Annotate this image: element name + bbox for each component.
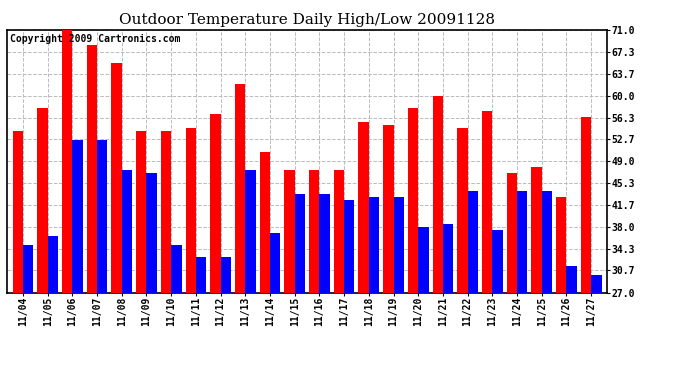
Bar (383, 126, 393, 375)
Bar (235, 84, 245, 375)
Bar (221, 257, 231, 375)
Bar (121, 170, 132, 375)
Bar (408, 108, 418, 375)
Bar (186, 129, 196, 375)
Bar (482, 111, 493, 375)
Bar (517, 191, 527, 375)
Bar (295, 194, 305, 375)
Bar (358, 123, 369, 375)
Bar (393, 197, 404, 375)
Bar (468, 191, 478, 375)
Bar (72, 140, 83, 375)
Bar (542, 191, 552, 375)
Bar (566, 266, 577, 375)
Bar (270, 233, 280, 375)
Bar (37, 108, 48, 375)
Text: Copyright 2009 Cartronics.com: Copyright 2009 Cartronics.com (10, 34, 180, 44)
Bar (493, 230, 503, 375)
Bar (48, 236, 58, 375)
Bar (196, 257, 206, 375)
Bar (531, 167, 542, 375)
Bar (581, 117, 591, 375)
Bar (319, 194, 330, 375)
Bar (369, 197, 380, 375)
Bar (210, 114, 221, 375)
Bar (506, 173, 517, 375)
Bar (136, 131, 146, 375)
Bar (556, 197, 566, 375)
Bar (284, 170, 295, 375)
Bar (171, 245, 181, 375)
Bar (12, 131, 23, 375)
Bar (111, 63, 121, 375)
Bar (309, 170, 319, 375)
Bar (591, 274, 602, 375)
Bar (418, 227, 428, 375)
Bar (161, 131, 171, 375)
Bar (23, 245, 33, 375)
Bar (87, 45, 97, 375)
Bar (433, 96, 443, 375)
Bar (457, 129, 468, 375)
Bar (334, 170, 344, 375)
Bar (443, 224, 453, 375)
Title: Outdoor Temperature Daily High/Low 20091128: Outdoor Temperature Daily High/Low 20091… (119, 13, 495, 27)
Bar (259, 152, 270, 375)
Bar (97, 140, 108, 375)
Bar (344, 200, 355, 375)
Bar (62, 30, 72, 375)
Bar (146, 173, 157, 375)
Bar (245, 170, 256, 375)
